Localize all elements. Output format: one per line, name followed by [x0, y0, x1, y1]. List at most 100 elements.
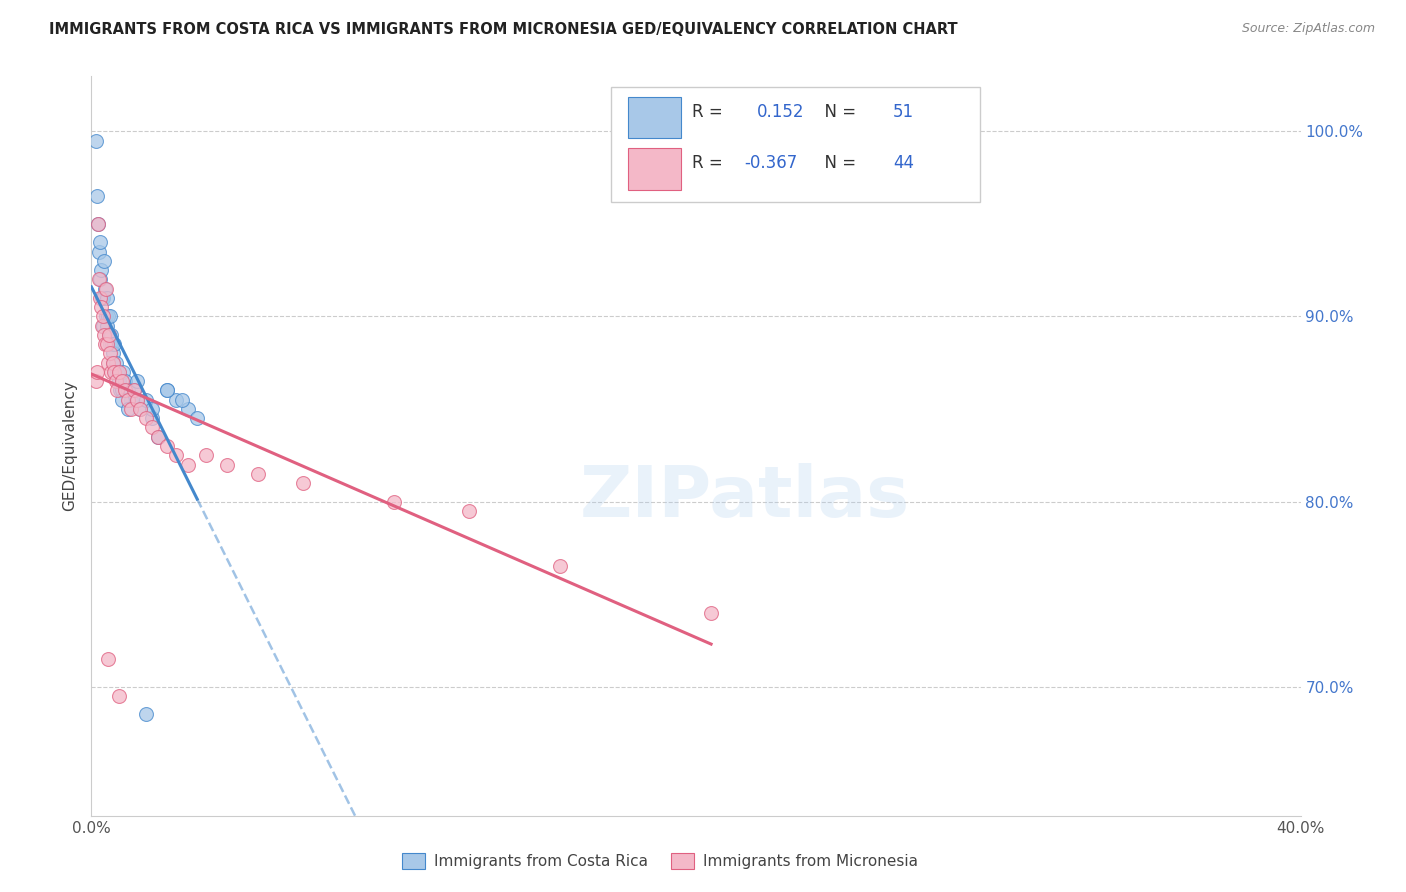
Point [86, 365, 108, 379]
Point [122, 384, 145, 398]
Point [114, 374, 136, 388]
Point [172, 392, 194, 407]
Point [96, 291, 118, 305]
Point [94, 282, 117, 296]
Point [98, 310, 121, 324]
Point [89, 235, 111, 250]
Point [146, 430, 169, 444]
Point [97, 327, 120, 342]
Point [135, 392, 157, 407]
Point [87, 217, 110, 231]
Point [94, 310, 117, 324]
Point [114, 384, 136, 398]
Point [111, 392, 132, 407]
Point [103, 365, 125, 379]
FancyBboxPatch shape [612, 87, 980, 202]
Point [91, 318, 114, 333]
Text: 0.152: 0.152 [756, 103, 804, 120]
Point [217, 458, 239, 472]
Point [156, 384, 179, 398]
Point [97, 327, 120, 342]
Point [156, 384, 179, 398]
Point [98, 346, 121, 360]
Point [93, 253, 115, 268]
Point [120, 392, 142, 407]
Text: N =: N = [814, 154, 862, 172]
Point [125, 392, 148, 407]
Point [135, 411, 157, 425]
Point [86, 189, 108, 203]
Point [165, 392, 187, 407]
Point [93, 291, 115, 305]
Point [125, 374, 148, 388]
Point [177, 458, 200, 472]
Point [105, 384, 128, 398]
Point [96, 318, 118, 333]
Point [105, 365, 128, 379]
Text: ZIPatlas: ZIPatlas [579, 463, 910, 533]
Point [91, 310, 114, 324]
Point [84, 134, 107, 148]
Point [101, 337, 124, 351]
Text: N =: N = [814, 103, 862, 120]
Point [90, 263, 112, 277]
Point [177, 401, 200, 416]
Point [103, 337, 125, 351]
Point [117, 384, 139, 398]
Point [97, 652, 120, 666]
Point [87, 272, 110, 286]
Text: R =: R = [692, 154, 728, 172]
Point [89, 291, 111, 305]
Point [101, 356, 124, 370]
Point [165, 448, 187, 462]
Point [141, 411, 163, 425]
Point [101, 346, 124, 360]
Point [90, 300, 112, 314]
Point [96, 337, 118, 351]
Point [125, 392, 148, 407]
Point [94, 282, 117, 296]
Point [107, 689, 129, 703]
Point [141, 401, 163, 416]
Point [97, 310, 120, 324]
Point [91, 318, 114, 333]
Text: IMMIGRANTS FROM COSTA RICA VS IMMIGRANTS FROM MICRONESIA GED/EQUIVALENCY CORRELA: IMMIGRANTS FROM COSTA RICA VS IMMIGRANTS… [49, 22, 957, 37]
Point [107, 374, 129, 388]
Point [117, 401, 139, 416]
Point [128, 401, 150, 416]
Point [382, 494, 405, 508]
Point [104, 365, 127, 379]
Point [100, 327, 122, 342]
Y-axis label: GED/Equivalency: GED/Equivalency [62, 381, 77, 511]
Text: R =: R = [692, 103, 728, 120]
Point [94, 337, 117, 351]
Point [117, 392, 139, 407]
Point [195, 448, 218, 462]
Text: 44: 44 [893, 154, 914, 172]
Point [112, 365, 135, 379]
Text: 51: 51 [893, 103, 914, 120]
Point [458, 504, 481, 518]
Point [104, 356, 127, 370]
Point [186, 411, 208, 425]
Point [246, 467, 269, 481]
Point [107, 365, 129, 379]
Point [111, 374, 132, 388]
Point [122, 384, 145, 398]
Point [89, 272, 111, 286]
Point [111, 384, 132, 398]
Point [97, 356, 120, 370]
Point [292, 476, 315, 491]
Point [91, 291, 114, 305]
Point [120, 401, 142, 416]
Point [104, 374, 127, 388]
Point [87, 217, 110, 231]
Point [101, 356, 124, 370]
Point [128, 401, 150, 416]
Point [141, 420, 163, 434]
Point [700, 606, 723, 620]
Point [98, 337, 121, 351]
Point [100, 365, 122, 379]
FancyBboxPatch shape [628, 96, 682, 138]
Point [108, 384, 131, 398]
